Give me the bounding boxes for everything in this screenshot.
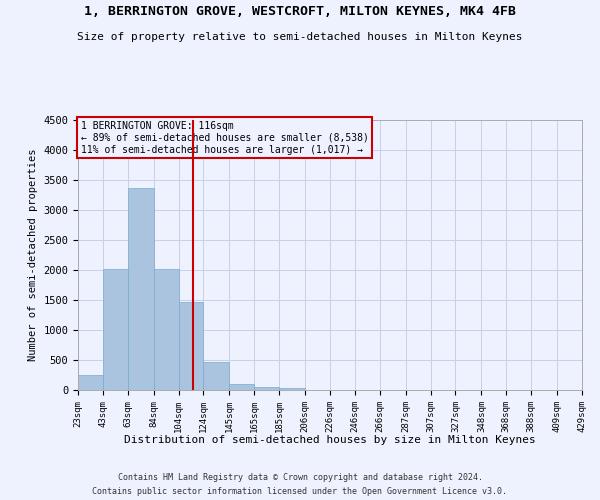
Bar: [229, 384, 254, 390]
Text: 1, BERRINGTON GROVE, WESTCROFT, MILTON KEYNES, MK4 4FB: 1, BERRINGTON GROVE, WESTCROFT, MILTON K…: [84, 5, 516, 18]
Text: Contains HM Land Registry data © Crown copyright and database right 2024.: Contains HM Land Registry data © Crown c…: [118, 472, 482, 482]
Text: 1 BERRINGTON GROVE: 116sqm
← 89% of semi-detached houses are smaller (8,538)
11%: 1 BERRINGTON GROVE: 116sqm ← 89% of semi…: [80, 122, 368, 154]
Bar: [279, 388, 305, 390]
Bar: [179, 302, 203, 390]
Text: Distribution of semi-detached houses by size in Milton Keynes: Distribution of semi-detached houses by …: [124, 435, 536, 445]
Bar: [203, 362, 229, 390]
Bar: [254, 386, 279, 390]
Bar: [128, 188, 154, 390]
Bar: [78, 375, 103, 390]
Text: Size of property relative to semi-detached houses in Milton Keynes: Size of property relative to semi-detach…: [77, 32, 523, 42]
Y-axis label: Number of semi-detached properties: Number of semi-detached properties: [28, 149, 38, 361]
Bar: [103, 269, 128, 390]
Bar: [154, 270, 179, 390]
Text: Contains public sector information licensed under the Open Government Licence v3: Contains public sector information licen…: [92, 488, 508, 496]
